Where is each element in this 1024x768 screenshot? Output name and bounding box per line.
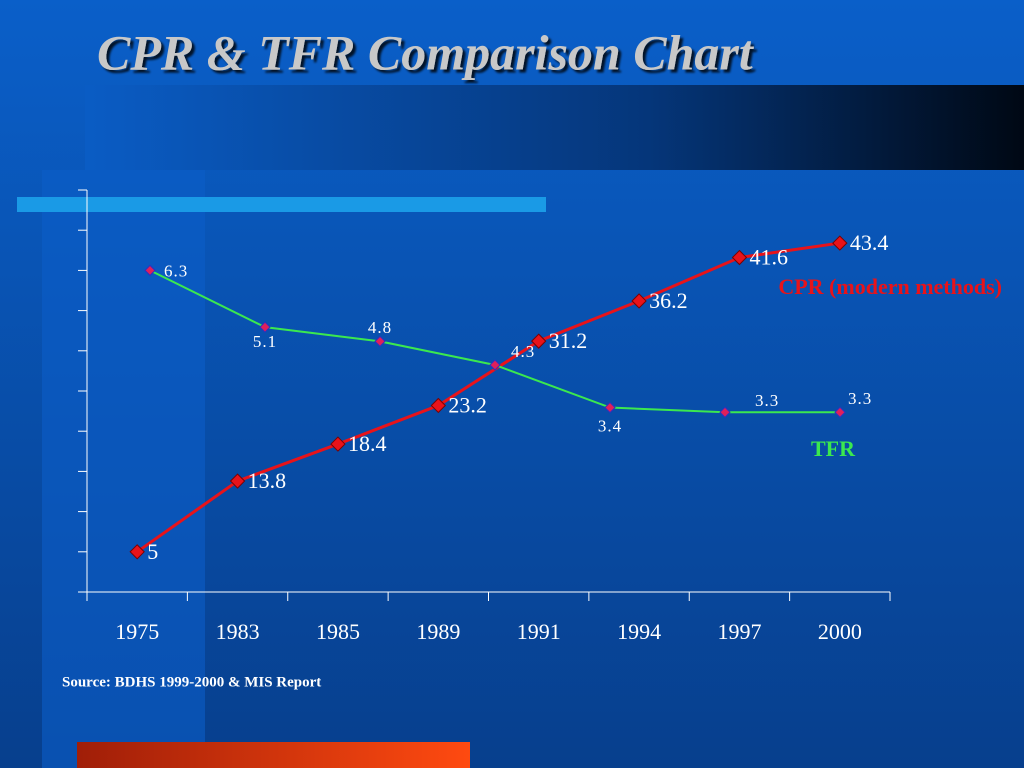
source: Source: BDHS 1999-2000 & MIS Report (62, 674, 321, 690)
x-tick-label: 1989 (416, 619, 460, 644)
marker (834, 406, 846, 418)
marker (330, 436, 346, 452)
marker (129, 544, 145, 560)
data-label: 6.3 (164, 261, 188, 280)
data-label: 41.6 (749, 245, 788, 270)
marker (144, 264, 156, 277)
accent-bar (17, 197, 546, 212)
data-label: 13.8 (248, 468, 287, 493)
data-label: 4.8 (368, 318, 392, 337)
marker (374, 335, 386, 348)
data-label: 5 (147, 539, 158, 564)
bottom-bar (77, 742, 470, 768)
marker (832, 235, 848, 251)
marker (489, 359, 501, 371)
top-band (85, 85, 1024, 170)
data-label: 23.2 (448, 393, 487, 418)
data-label: 3.3 (755, 391, 779, 410)
x-tick-label: 1985 (316, 619, 360, 644)
data-label: 5.1 (253, 332, 277, 351)
series-label: CPR (modern methods) (778, 274, 1002, 299)
left-strip (42, 170, 205, 768)
x-tick-label: 1975 (115, 619, 159, 644)
x-tick-label: 1997 (717, 619, 761, 644)
chart-title: CPR & TFR Comparison Chart (97, 24, 755, 80)
data-label: 3.4 (598, 416, 622, 435)
marker (229, 473, 246, 489)
marker (430, 397, 447, 414)
series-label: TFR (811, 436, 856, 461)
marker (259, 321, 271, 333)
data-label: 4.3 (511, 342, 535, 361)
marker (604, 401, 616, 414)
marker (719, 406, 731, 418)
marker (631, 293, 647, 309)
x-tick-label: 1991 (517, 619, 561, 644)
data-label: 18.4 (348, 431, 387, 456)
series-line (136, 241, 841, 554)
data-label: 3.3 (848, 389, 872, 408)
data-label: 31.2 (549, 328, 588, 353)
marker (731, 249, 748, 266)
x-tick-label: 2000 (818, 619, 862, 644)
data-label: 36.2 (649, 288, 688, 313)
marker (530, 333, 547, 349)
x-tick-label: 1983 (216, 619, 260, 644)
data-label: 43.4 (850, 230, 889, 255)
x-tick-label: 1994 (617, 619, 661, 644)
